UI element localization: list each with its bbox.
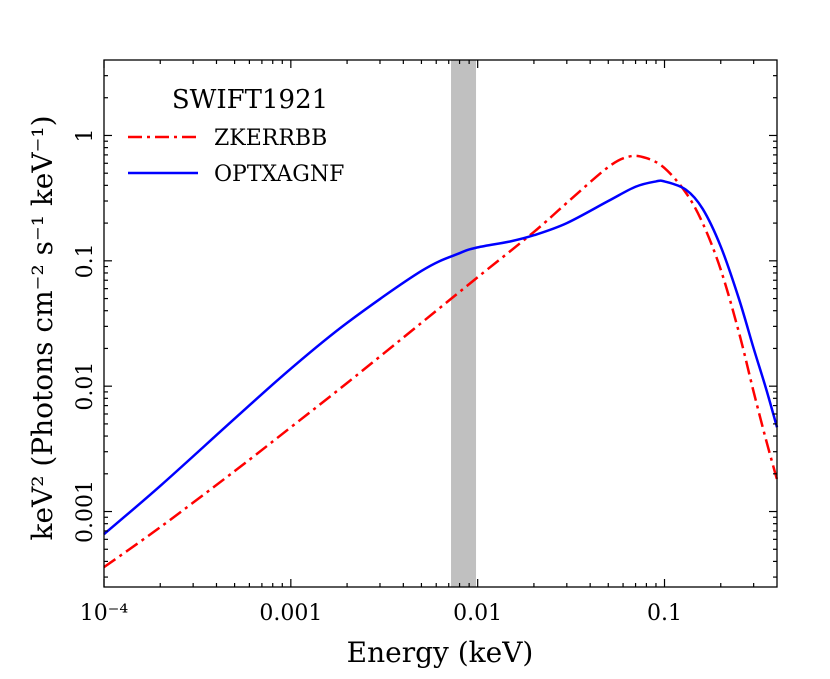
x-tick-label: 0.01 (453, 601, 502, 626)
legend: SWIFT1921 ZKERRBB OPTXAGNF (128, 85, 344, 187)
legend-title: SWIFT1921 (172, 85, 328, 115)
x-tick-label: 10⁻⁴ (80, 601, 129, 626)
legend-label-optxagnf: OPTXAGNF (214, 162, 344, 187)
y-tick-label: 0.001 (73, 480, 98, 543)
x-tick-label: 0.1 (647, 601, 682, 626)
y-tick-label: 1 (73, 128, 98, 142)
series-layer (103, 154, 779, 569)
y-tick-label: 0.01 (73, 362, 98, 411)
ticks-layer: 10⁻⁴ 0.001 0.01 0.1 0.001 0.01 0.1 1 (73, 60, 777, 626)
shaded-band (451, 60, 477, 587)
series-line-optxagnf (103, 179, 779, 536)
x-axis-title: Energy (keV) (347, 636, 534, 669)
plot-frame (103, 59, 778, 588)
x-tick-label: 0.001 (259, 601, 322, 626)
legend-label-zkerrbb: ZKERRBB (214, 126, 327, 151)
y-tick-label: 0.1 (73, 243, 98, 278)
band-layer (451, 60, 477, 587)
series-line-zkerrbb (103, 154, 779, 569)
y-axis-title: keV² (Photons cm⁻² s⁻¹ keV⁻¹) (26, 115, 59, 540)
